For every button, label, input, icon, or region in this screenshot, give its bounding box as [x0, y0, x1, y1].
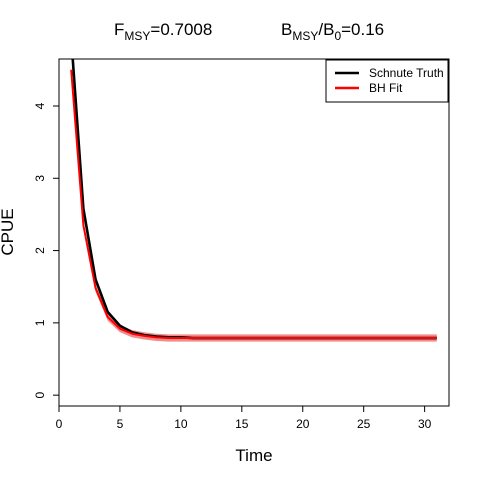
y-tick-label: 4	[33, 102, 47, 109]
y-tick-label: 3	[33, 175, 47, 182]
legend-label-schnute-truth: Schnute Truth	[369, 66, 444, 80]
title-right-sub: MSY	[292, 29, 318, 43]
x-tick-label: 25	[357, 417, 371, 431]
x-tick-label: 5	[117, 417, 124, 431]
y-tick-label: 1	[33, 319, 47, 326]
title-left-sub: MSY	[124, 29, 150, 43]
series-line-bh-fit	[71, 70, 437, 338]
title-left-rest: =0.7008	[150, 20, 212, 39]
plot-frame	[59, 59, 449, 406]
y-axis-title: CPUE	[0, 208, 17, 255]
title-right-base2: B	[323, 20, 334, 39]
legend-label-bh-fit: BH Fit	[369, 81, 403, 95]
x-axis: 0 5 10 15 20 25 30	[56, 406, 432, 431]
chart-title-left: FMSY=0.7008	[114, 20, 212, 43]
bh-fit-band	[71, 66, 437, 341]
x-tick-label: 0	[56, 417, 63, 431]
chart-title-right: BMSY/B0=0.16	[281, 20, 384, 43]
x-tick-label: 30	[418, 417, 432, 431]
title-left-base: F	[114, 20, 124, 39]
y-tick-label: 2	[33, 247, 47, 254]
title-right-rest: =0.16	[341, 20, 384, 39]
x-tick-label: 15	[235, 417, 249, 431]
title-right-base: B	[281, 20, 292, 39]
y-axis: 0 1 2 3 4	[33, 102, 59, 398]
legend: Schnute Truth BH Fit	[326, 60, 448, 102]
x-axis-title: Time	[235, 446, 272, 465]
x-tick-label: 20	[296, 417, 310, 431]
x-tick-label: 10	[174, 417, 188, 431]
y-tick-label: 0	[33, 392, 47, 399]
